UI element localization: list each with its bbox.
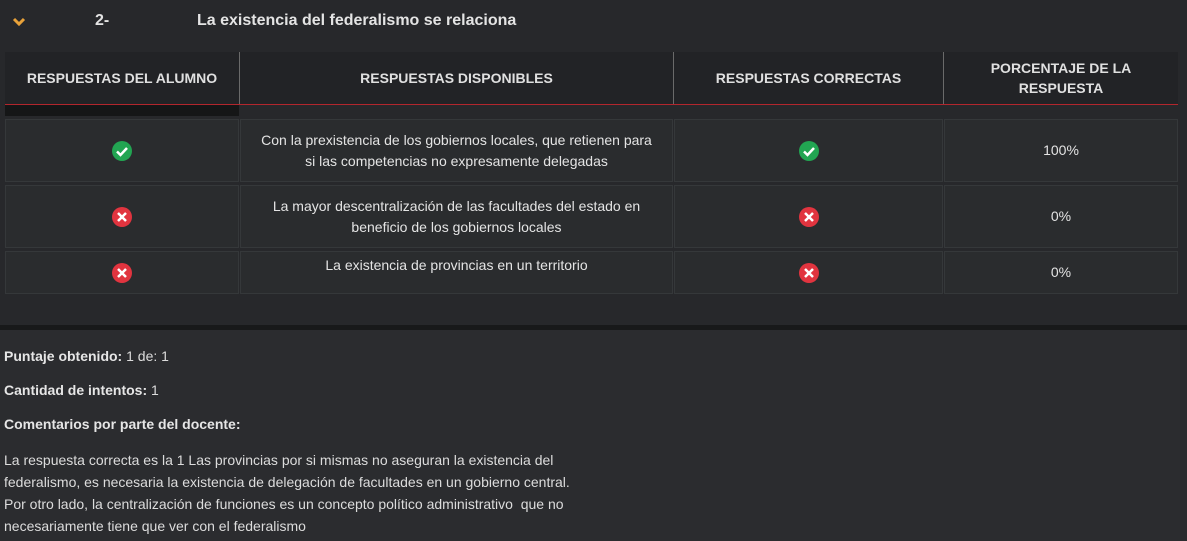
answer-cell: La mayor descentralización de las facult… bbox=[240, 185, 673, 248]
attempts-value: 1 bbox=[151, 382, 159, 398]
header-underline bbox=[5, 104, 1178, 105]
incorrect-icon bbox=[112, 206, 132, 227]
correct-cell bbox=[674, 251, 943, 294]
answer-text: Con la prexistencia de los gobiernos loc… bbox=[261, 131, 652, 169]
percentage: 0% bbox=[1050, 208, 1072, 224]
percentage-cell: 0% bbox=[944, 185, 1178, 248]
percentage: 0% bbox=[1050, 264, 1072, 280]
comments-line: Comentarios por parte del docente: bbox=[4, 416, 240, 432]
column-header: RESPUESTAS CORRECTAS bbox=[674, 52, 943, 104]
comment-line: Por otro lado, la centralización de func… bbox=[4, 496, 564, 512]
collapse-chevron[interactable] bbox=[12, 17, 26, 27]
answer-text: La existencia de provincias en un territ… bbox=[325, 257, 588, 273]
divider bbox=[673, 52, 674, 104]
comment-line: federalismo, es necesaria la existencia … bbox=[4, 474, 570, 490]
correct-cell bbox=[674, 185, 943, 248]
comments-label: Comentarios por parte del docente: bbox=[4, 416, 241, 432]
column-header: RESPUESTAS DISPONIBLES bbox=[240, 52, 673, 104]
answer-text: La mayor descentralización de las facult… bbox=[272, 197, 641, 235]
question-number: 2- bbox=[95, 12, 110, 29]
student-cell bbox=[5, 119, 239, 182]
score-line: Puntaje obtenido: 1 de: 1 bbox=[4, 348, 169, 364]
comment-line: necesariamente tiene que ver con el fede… bbox=[4, 518, 306, 534]
divider bbox=[943, 52, 944, 104]
incorrect-icon bbox=[112, 262, 132, 283]
comment-line: La respuesta correcta es la 1 Las provin… bbox=[4, 452, 554, 468]
column-header: PORCENTAJE DE LA RESPUESTA bbox=[944, 52, 1178, 104]
divider bbox=[239, 52, 240, 104]
correct-icon bbox=[112, 140, 132, 161]
attempts-line: Cantidad de intentos: 1 bbox=[4, 382, 159, 398]
scroll-bar bbox=[5, 105, 239, 116]
correct-cell bbox=[674, 119, 943, 182]
section-separator bbox=[0, 325, 1187, 330]
comment-block: La respuesta correcta es la 1 Las provin… bbox=[4, 449, 570, 537]
percentage-cell: 100% bbox=[944, 119, 1178, 182]
percentage: 100% bbox=[1043, 142, 1079, 158]
student-cell bbox=[5, 251, 239, 294]
incorrect-icon bbox=[798, 262, 819, 283]
correct-icon bbox=[798, 140, 819, 161]
answer-cell: Con la prexistencia de los gobiernos loc… bbox=[240, 119, 673, 182]
answer-cell: La existencia de provincias en un territ… bbox=[240, 251, 673, 294]
score-value: 1 de: 1 bbox=[126, 348, 169, 364]
column-header: RESPUESTAS DEL ALUMNO bbox=[5, 52, 239, 104]
percentage-cell: 0% bbox=[944, 251, 1178, 294]
score-label: Puntaje obtenido: bbox=[4, 348, 123, 364]
attempts-label: Cantidad de intentos: bbox=[4, 382, 148, 398]
incorrect-icon bbox=[798, 206, 819, 227]
student-cell bbox=[5, 185, 239, 248]
question-title: La existencia del federalismo se relacio… bbox=[197, 12, 517, 29]
